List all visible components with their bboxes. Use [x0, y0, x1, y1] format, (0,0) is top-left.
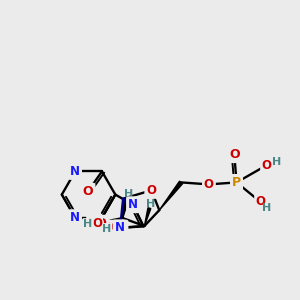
Text: P: P — [232, 176, 241, 189]
Text: N: N — [70, 165, 80, 178]
Polygon shape — [159, 181, 183, 210]
Polygon shape — [144, 208, 151, 226]
Text: O: O — [255, 195, 266, 208]
Text: H: H — [146, 199, 155, 209]
Polygon shape — [120, 198, 127, 228]
Text: O: O — [83, 185, 93, 198]
Text: H: H — [83, 219, 93, 229]
Text: HO: HO — [107, 221, 127, 235]
Text: N: N — [70, 211, 80, 224]
Text: H: H — [102, 224, 111, 234]
Text: H: H — [272, 157, 281, 166]
Text: N: N — [115, 221, 125, 235]
Text: O: O — [83, 185, 93, 198]
Text: P: P — [232, 176, 241, 189]
Text: N: N — [115, 221, 125, 235]
Text: N: N — [70, 165, 80, 178]
Text: O: O — [261, 159, 271, 172]
Text: N: N — [128, 198, 138, 211]
Text: O: O — [204, 178, 214, 191]
Polygon shape — [123, 198, 129, 218]
Text: O: O — [146, 184, 156, 197]
Text: O: O — [111, 221, 121, 235]
Text: O: O — [92, 217, 102, 230]
Text: O: O — [204, 178, 214, 191]
Text: O: O — [229, 148, 240, 161]
Text: O: O — [229, 148, 240, 161]
Text: N: N — [128, 198, 138, 211]
Text: O: O — [146, 184, 156, 197]
Text: H: H — [262, 203, 271, 213]
Text: HO: HO — [88, 217, 108, 230]
Text: N: N — [70, 211, 80, 224]
Text: H: H — [124, 189, 133, 199]
